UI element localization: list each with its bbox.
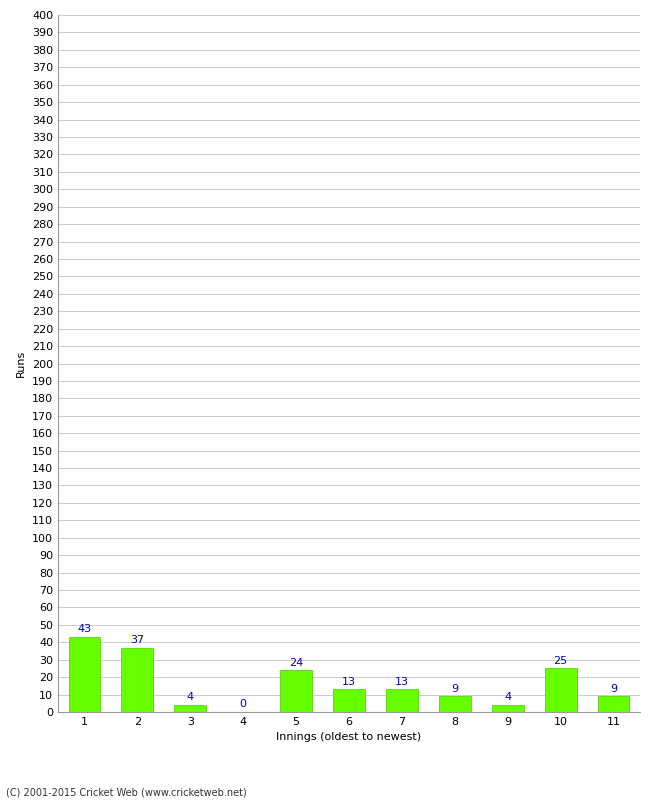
- Text: 4: 4: [187, 693, 194, 702]
- X-axis label: Innings (oldest to newest): Innings (oldest to newest): [276, 733, 422, 742]
- Text: 24: 24: [289, 658, 303, 667]
- Bar: [386, 690, 418, 712]
- Text: 9: 9: [610, 684, 617, 694]
- Bar: [69, 637, 100, 712]
- Bar: [545, 669, 577, 712]
- Y-axis label: Runs: Runs: [16, 350, 27, 377]
- Bar: [280, 670, 312, 712]
- Text: 0: 0: [240, 699, 247, 710]
- Text: 43: 43: [77, 625, 92, 634]
- Text: 4: 4: [504, 693, 512, 702]
- Bar: [492, 705, 524, 712]
- Text: 13: 13: [395, 677, 409, 686]
- Bar: [439, 696, 471, 712]
- Bar: [333, 690, 365, 712]
- Text: 37: 37: [130, 635, 144, 645]
- Bar: [597, 696, 629, 712]
- Text: 13: 13: [342, 677, 356, 686]
- Bar: [122, 647, 153, 712]
- Text: 9: 9: [451, 684, 458, 694]
- Text: (C) 2001-2015 Cricket Web (www.cricketweb.net): (C) 2001-2015 Cricket Web (www.cricketwe…: [6, 787, 247, 798]
- Bar: [174, 705, 206, 712]
- Text: 25: 25: [554, 656, 567, 666]
